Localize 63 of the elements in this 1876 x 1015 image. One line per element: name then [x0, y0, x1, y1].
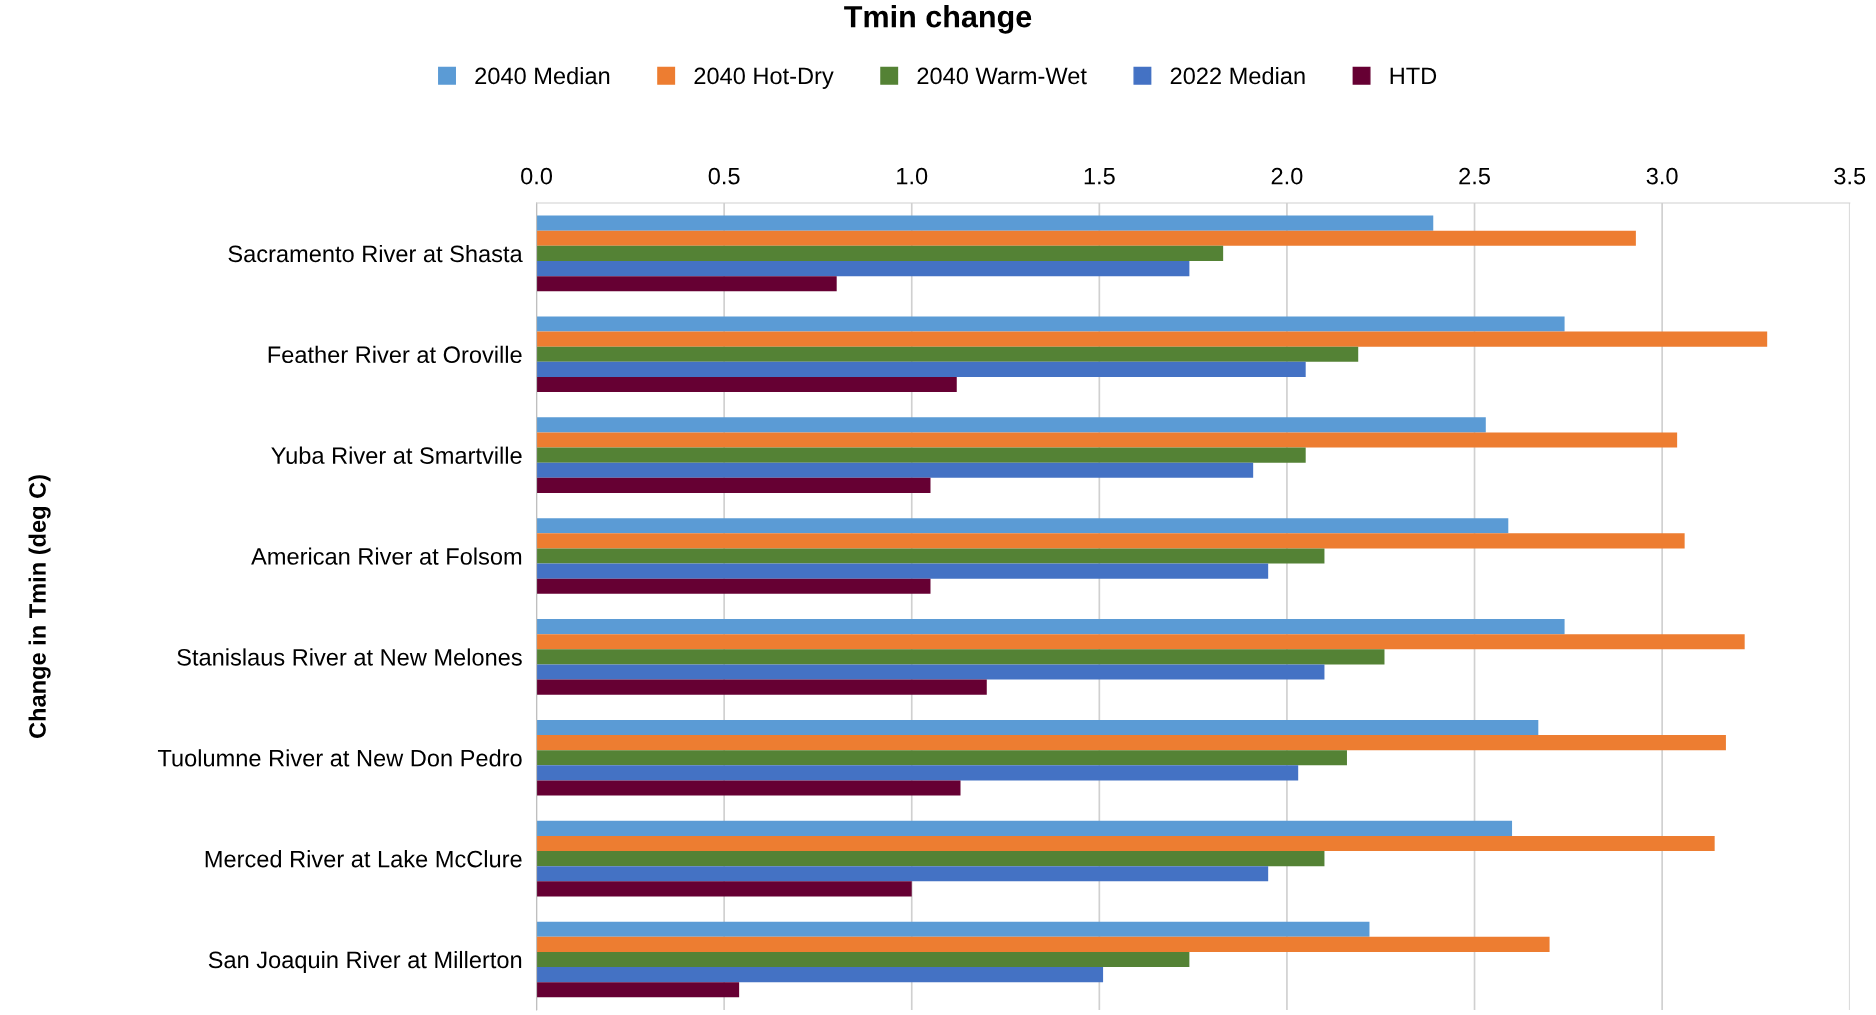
y-tick-label: American River at Folsom	[251, 547, 522, 565]
bar	[536, 215, 1434, 231]
y-tick-label: Sacramento River at Shasta	[228, 244, 523, 263]
bar	[536, 820, 1513, 836]
y-tick-label: Tuolumne River at New Don Pedro	[157, 749, 522, 767]
bar	[536, 477, 931, 493]
bar	[536, 634, 1745, 650]
bar	[536, 245, 1224, 261]
bar	[536, 866, 1269, 882]
bar	[536, 735, 1726, 751]
bar	[536, 376, 957, 393]
y-tick-label: Feather River at Oroville	[268, 345, 522, 364]
bar	[536, 230, 1636, 246]
bar	[536, 881, 912, 897]
bar	[536, 361, 1306, 377]
bar	[536, 649, 1385, 665]
legend-label: 2040 Median	[475, 66, 610, 85]
bar	[536, 780, 961, 796]
bar	[536, 331, 1768, 347]
x-tick-label: 2.5	[1459, 167, 1490, 185]
bar	[536, 316, 1565, 332]
x-tick-label: 0.5	[708, 167, 740, 185]
legend-label: 2022 Median	[1170, 66, 1305, 85]
y-tick-label: San Joaquin River at Millerton	[208, 950, 522, 973]
x-tick-label: 1.5	[1084, 167, 1115, 185]
bar	[536, 967, 1104, 983]
bar	[536, 548, 1325, 564]
bar	[536, 750, 1347, 766]
legend-label: HTD	[1390, 67, 1437, 85]
x-tick-label: 1.0	[897, 167, 928, 185]
bar	[536, 533, 1685, 549]
x-tick-label: 3.5	[1834, 167, 1866, 185]
x-tick-label: 2.0	[1271, 167, 1303, 185]
x-tick-label: 3.0	[1646, 167, 1678, 185]
bar	[536, 276, 837, 292]
bar	[536, 951, 1190, 968]
bar	[536, 417, 1486, 433]
y-axis-title: Change in Tmin (deg C)	[28, 475, 51, 738]
bar	[536, 719, 1539, 736]
y-tick-label: Stanislaus River at New Melones	[177, 648, 522, 666]
legend-label: 2040 Hot-Dry	[694, 67, 834, 89]
bar	[536, 921, 1370, 937]
bar	[536, 765, 1299, 781]
bar	[536, 261, 1190, 277]
bar	[536, 578, 931, 594]
y-tick-label: Yuba River at Smartville	[271, 446, 522, 464]
bar	[536, 518, 1509, 534]
bar	[536, 679, 987, 695]
bar	[536, 835, 1715, 852]
y-tick-label: Merced River at Lake McClure	[205, 850, 522, 868]
bar	[536, 432, 1678, 448]
legend-label: 2040 Warm-Wet	[917, 67, 1087, 85]
bar	[536, 619, 1565, 635]
bar	[536, 447, 1306, 463]
bar	[536, 936, 1550, 952]
bar	[536, 982, 740, 998]
bar	[536, 462, 1254, 478]
x-tick-label: 0.0	[521, 167, 553, 185]
chart-title: Tmin change	[844, 5, 1032, 34]
bar	[536, 851, 1325, 867]
bar	[536, 664, 1325, 680]
bar	[536, 563, 1269, 579]
bar	[536, 346, 1359, 362]
